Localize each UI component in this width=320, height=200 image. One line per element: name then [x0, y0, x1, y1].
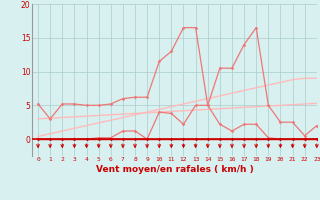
X-axis label: Vent moyen/en rafales ( km/h ): Vent moyen/en rafales ( km/h ) [96, 165, 253, 174]
